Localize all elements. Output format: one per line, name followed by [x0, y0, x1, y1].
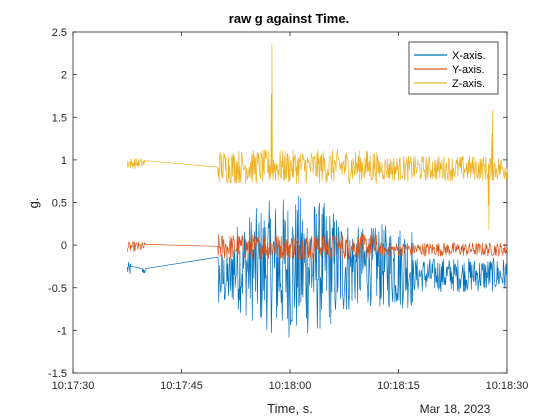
- legend-box: [408, 41, 499, 95]
- series-layer: [126, 44, 508, 338]
- y-tick-label: -0.5: [48, 283, 67, 295]
- y-tick-label: 1.5: [52, 112, 67, 124]
- legend-item-z[interactable]: Z-axis.: [414, 78, 485, 90]
- x-tick-label: 10:18:15: [377, 380, 420, 392]
- y-tick-label: 2.5: [52, 27, 67, 39]
- y-tick-label: 2: [61, 70, 67, 82]
- legend-item-y[interactable]: Y-axis.: [414, 64, 485, 76]
- y-tick-label: -1: [57, 325, 67, 337]
- x-axis-label: Time, s.: [267, 401, 313, 416]
- series-line-yaxis: [126, 233, 508, 260]
- y-tick-label: -1.5: [48, 368, 67, 380]
- legend-label-z: Z-axis.: [452, 78, 485, 90]
- y-tick-label: 0.5: [52, 198, 67, 210]
- legend-label-x: X-axis.: [452, 50, 486, 62]
- y-tick-label: 0: [61, 240, 67, 252]
- y-axis-ticks: -1.5 -1 -0.5 0 0.5 1 1.5 2 2.5: [48, 27, 507, 380]
- legend-label-y: Y-axis.: [452, 64, 485, 76]
- x-axis-ticks: 10:17:30 10:17:45 10:18:00 10:18:15 10:18:30: [52, 32, 529, 392]
- legend-item-x[interactable]: X-axis.: [414, 50, 486, 62]
- chart-title: raw g against Time.: [229, 11, 349, 26]
- series-line-xaxis: [126, 196, 508, 338]
- x-tick-label: 10:17:45: [160, 380, 203, 392]
- x-tick-label: 10:17:30: [52, 380, 95, 392]
- x-tick-label: 10:18:30: [486, 380, 529, 392]
- series-line-zaxis: [126, 44, 508, 231]
- x-axis-date-label: Mar 18, 2023: [420, 402, 491, 416]
- legend[interactable]: X-axis. Y-axis. Z-axis.: [408, 41, 499, 95]
- y-axis-label: g.: [26, 198, 41, 209]
- y-tick-label: 1: [61, 155, 67, 167]
- x-tick-label: 10:18:00: [269, 380, 312, 392]
